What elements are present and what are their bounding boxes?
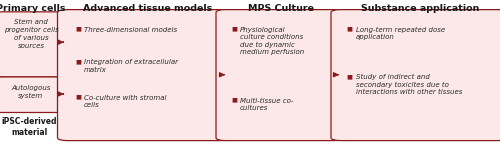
FancyBboxPatch shape bbox=[0, 77, 70, 112]
Text: Three-dimensional models: Three-dimensional models bbox=[84, 27, 177, 33]
Text: ■: ■ bbox=[231, 27, 237, 32]
Text: Physiological
culture conditions
due to dynamic
medium perfusion: Physiological culture conditions due to … bbox=[240, 27, 304, 55]
Text: MPS Culture: MPS Culture bbox=[248, 4, 314, 13]
Text: Substance application: Substance application bbox=[361, 4, 479, 13]
Text: Long-term repeated dose
application: Long-term repeated dose application bbox=[356, 27, 444, 40]
Text: Advanced tissue models: Advanced tissue models bbox=[83, 4, 212, 13]
FancyBboxPatch shape bbox=[0, 12, 70, 77]
Text: iPSC-derived
material: iPSC-derived material bbox=[1, 117, 57, 137]
Text: ■: ■ bbox=[346, 74, 352, 79]
Text: ■: ■ bbox=[75, 27, 81, 32]
Text: Autologous
system: Autologous system bbox=[12, 85, 51, 99]
Text: ■: ■ bbox=[346, 27, 352, 32]
Text: Multi-tissue co-
cultures: Multi-tissue co- cultures bbox=[240, 98, 294, 111]
Text: Primary cells: Primary cells bbox=[0, 4, 66, 13]
Text: Integration of extracellular
matrix: Integration of extracellular matrix bbox=[84, 59, 178, 73]
Text: Co-culture with stromal
cells: Co-culture with stromal cells bbox=[84, 95, 166, 108]
Text: ■: ■ bbox=[231, 98, 237, 103]
FancyBboxPatch shape bbox=[331, 10, 500, 141]
Text: Stem and
progenitor cells
of various
sources: Stem and progenitor cells of various sou… bbox=[4, 19, 58, 49]
FancyBboxPatch shape bbox=[58, 10, 230, 141]
FancyBboxPatch shape bbox=[216, 10, 344, 141]
Text: Study of indirect and
secondary toxicites due to
interactions with other tissues: Study of indirect and secondary toxicite… bbox=[356, 74, 462, 95]
Text: ■: ■ bbox=[75, 95, 81, 100]
Text: ■: ■ bbox=[75, 59, 81, 64]
